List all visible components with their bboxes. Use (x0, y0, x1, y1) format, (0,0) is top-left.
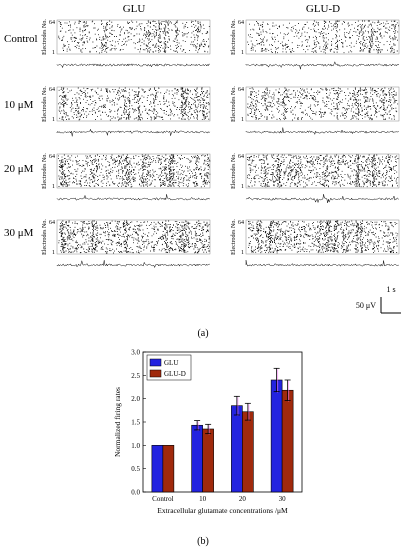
spike-raster (248, 220, 399, 254)
scale-voltage-label: 50 μV (356, 301, 376, 310)
x-tick-label-20: 20 (239, 495, 247, 503)
raster-panel-glu-d-row-1: Electrodes No. 64 1 (231, 86, 400, 136)
electrodes-axis-label: Electrodes No. (231, 86, 237, 122)
panel-label-a: (a) (197, 328, 208, 339)
legend-label-glu: GLU (164, 359, 178, 367)
y-tick-label: 2.0 (131, 395, 140, 403)
voltage-trace (245, 194, 399, 203)
voltage-trace (56, 63, 210, 69)
voltage-trace (56, 260, 210, 269)
bar-chart: 0.0 0.5 1.0 1.5 2.0 2.5 3.0 Normalized firing r… (113, 349, 303, 515)
spike-raster (247, 154, 399, 188)
row-label-10um: 10 μM (4, 99, 34, 111)
electrode-tick-1: 1 (241, 50, 244, 56)
voltage-trace (245, 260, 399, 267)
y-tick-label: 2.5 (131, 372, 140, 380)
bar-glu-d-control (162, 445, 175, 493)
voltage-trace (56, 194, 210, 201)
x-tick-label-10: 10 (199, 495, 207, 503)
bar-glu-d-30 (281, 389, 294, 493)
error-bar-glu-20 (233, 395, 240, 416)
electrode-tick-1: 1 (241, 250, 244, 256)
raster-panel-glu-row-1: Electrodes No. 64 1 (42, 86, 211, 137)
bar-glu-20 (231, 405, 243, 493)
y-axis-label: Normalized firing rates (113, 387, 122, 457)
electrode-tick-64: 64 (238, 20, 244, 26)
voltage-trace (245, 61, 400, 70)
error-bar-glu-10 (194, 420, 201, 431)
scale-time-label: 1 s (386, 285, 395, 294)
panel-label-b: (b) (197, 536, 209, 547)
row-label-30um: 30 μM (4, 227, 34, 239)
electrode-tick-64: 64 (238, 220, 244, 226)
raster-panel-glu-row-3: Electrodes No. 64 1 (42, 219, 211, 269)
electrode-tick-64: 64 (49, 87, 55, 93)
raster-panel-glu-d-row-2: Electrodes No. 64 1 (231, 153, 400, 203)
electrodes-axis-label: Electrodes No. (231, 153, 237, 189)
electrode-tick-1: 1 (52, 50, 55, 56)
legend-swatch-glu (149, 358, 162, 367)
electrodes-axis-label: Electrodes No. (42, 219, 48, 255)
electrode-tick-1: 1 (52, 250, 55, 256)
legend-swatch-glu-d (149, 369, 162, 378)
electrode-tick-1: 1 (241, 117, 244, 123)
electrodes-axis-label: Electrodes No. (231, 219, 237, 255)
y-tick-label: 0.5 (131, 465, 140, 473)
spike-raster (58, 87, 210, 121)
error-bar-glu-30 (273, 367, 280, 393)
y-tick-label: 0.0 (131, 489, 140, 497)
chart-legend: GLU GLU-D (146, 354, 192, 381)
voltage-trace (245, 127, 399, 136)
error-bar-glu-d-30 (284, 379, 291, 402)
legend-label-glu-d: GLU-D (164, 370, 186, 378)
voltage-trace (56, 128, 210, 137)
y-tick-label: 1.0 (131, 442, 140, 450)
raster-panel-glu-d-row-0: Electrodes No. 64 1 (231, 19, 400, 70)
electrode-tick-64: 64 (49, 20, 55, 26)
electrodes-axis-label: Electrodes No. (231, 19, 237, 55)
bar-glu-control (151, 445, 164, 493)
column-title-glu-d: GLU-D (306, 3, 340, 15)
x-axis-label: Extracellular glutamate concentrations /… (157, 506, 288, 515)
spike-raster (58, 154, 211, 188)
bar-glu-30 (270, 379, 283, 493)
spike-raster (58, 220, 210, 254)
electrode-tick-64: 64 (49, 220, 55, 226)
error-bar-glu-d-10 (205, 423, 212, 435)
error-bar-glu-d-20 (244, 402, 251, 422)
y-tick-label: 1.5 (131, 419, 140, 427)
raster-panel-glu-d-row-3: Electrodes No. 64 1 (231, 219, 400, 267)
electrodes-axis-label: Electrodes No. (42, 19, 48, 55)
spike-raster (247, 87, 399, 121)
x-tick-label-control: Control (152, 495, 173, 503)
electrode-tick-64: 64 (238, 87, 244, 93)
electrode-tick-64: 64 (49, 154, 55, 160)
electrode-tick-1: 1 (241, 184, 244, 190)
bar-glu-10 (191, 424, 203, 493)
electrode-tick-64: 64 (238, 154, 244, 160)
electrodes-axis-label: Electrodes No. (42, 86, 48, 122)
row-label-control: Control (4, 33, 38, 45)
spike-raster (58, 20, 210, 54)
raster-panel-glu-row-2: Electrodes No. 64 1 (42, 153, 211, 201)
column-title-glu: GLU (123, 3, 146, 15)
bar-glu-d-20 (242, 411, 254, 493)
bar-glu-d-10 (202, 428, 214, 493)
electrode-tick-1: 1 (52, 184, 55, 190)
raster-panels: Electrodes No. 641 Electrodes No. 641Electr… (42, 19, 400, 269)
x-tick-label-30: 30 (279, 495, 287, 503)
electrode-tick-1: 1 (52, 117, 55, 123)
raster-panel-glu-row-0: Electrodes No. 64 1 (42, 19, 211, 69)
electrodes-axis-label: Electrodes No. (42, 153, 48, 189)
scale-bar: 1 s 50 μV (356, 285, 401, 314)
row-label-20um: 20 μM (4, 163, 34, 175)
spike-raster (247, 20, 399, 54)
y-tick-label: 3.0 (131, 349, 140, 357)
